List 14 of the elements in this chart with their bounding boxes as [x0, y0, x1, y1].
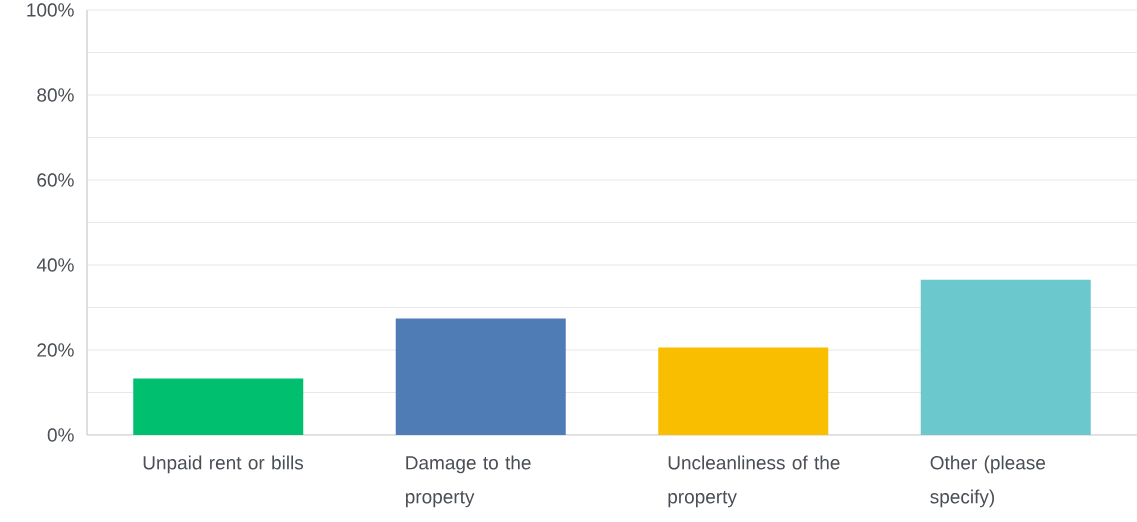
y-tick-label: 20% [37, 343, 74, 357]
x-tick-label: Unpaid rent or bills [143, 455, 304, 474]
bar [658, 347, 829, 435]
y-tick-label: 40% [36, 258, 74, 272]
y-tick-label: 60% [37, 173, 74, 187]
x-tick-label: Damage to the property [405, 455, 531, 508]
x-tick-label: Other (please specify) [930, 455, 1046, 508]
x-tick-label: Uncleanliness of the property [668, 455, 840, 508]
y-tick-label: 0% [47, 428, 74, 442]
bar [395, 318, 566, 435]
bar [133, 378, 304, 435]
bar [920, 279, 1091, 435]
y-tick-label: 100% [27, 3, 74, 17]
y-tick-label: 80% [37, 88, 74, 102]
